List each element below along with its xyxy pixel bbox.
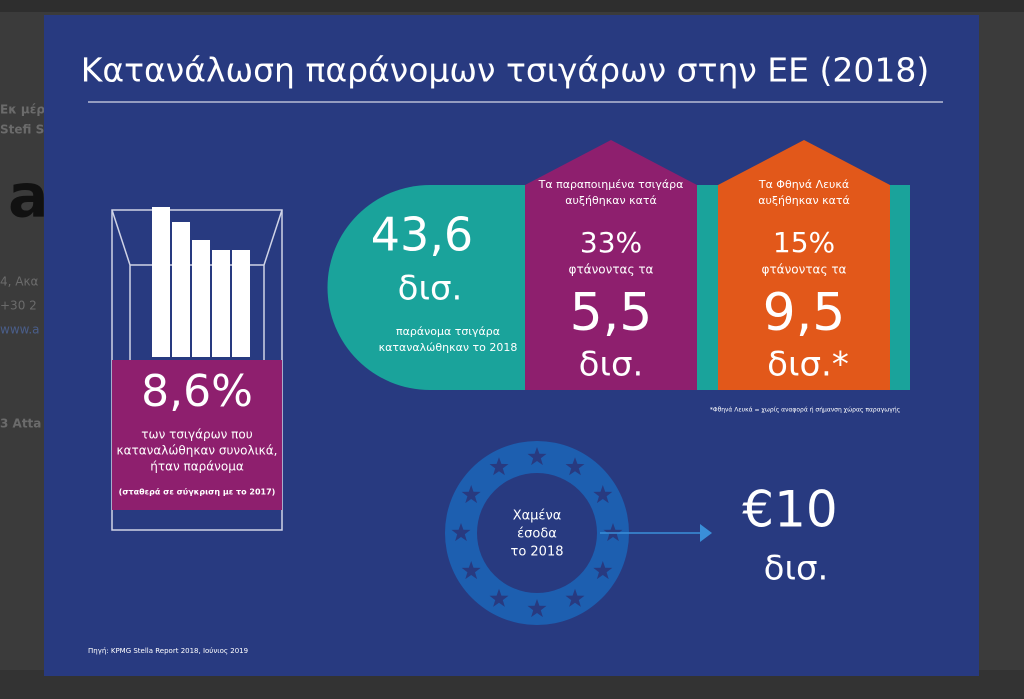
counterfeit-intro: αυξήθηκαν κατά: [565, 194, 656, 207]
eu-star: [527, 447, 547, 466]
top-bar: [0, 0, 1024, 12]
cheap-whites-unit: δισ.*: [767, 345, 849, 385]
counterfeit-unit: δισ.: [579, 345, 644, 385]
pack-text: των τσιγάρων που: [141, 428, 252, 442]
eu-star: [565, 457, 585, 476]
cheap-whites-house: [718, 140, 890, 390]
infographic: Κατανάλωση παράνομων τσιγάρων στην ΕΕ (2…: [44, 15, 979, 676]
counterfeit-value: 5,5: [570, 283, 653, 343]
eu-star: [461, 561, 481, 580]
total-unit: δισ.: [398, 269, 463, 309]
arrow-head: [700, 524, 712, 542]
pack-text: καταναλώθηκαν συνολικά,: [117, 444, 278, 458]
cheap-whites-value: 9,5: [763, 283, 846, 343]
eu-label: το 2018: [511, 545, 564, 560]
eu-star: [565, 588, 585, 607]
source: Πηγή: KPMG Stella Report 2018, Ιούνιος 2…: [88, 647, 248, 655]
total-value: 43,6: [371, 208, 473, 262]
cigarettes: [152, 207, 250, 357]
bg-link: www.a: [0, 323, 40, 337]
cheap-whites-pct: 15%: [773, 226, 835, 259]
counterfeit-reaching: φτάνοντας τα: [569, 263, 654, 277]
eu-star: [461, 485, 481, 504]
bg-text: Εκ μέρ: [0, 103, 45, 117]
counterfeit-house: [525, 140, 697, 390]
eu-center: [477, 473, 597, 593]
eu-star: [489, 588, 509, 607]
eu-star: [489, 457, 509, 476]
eu-unit: δισ.: [764, 549, 829, 589]
bg-logo: a: [8, 162, 49, 232]
eu-label: έσοδα: [517, 527, 557, 542]
eu-star: [451, 523, 471, 542]
pack-value: 8,6%: [141, 366, 253, 417]
eu-stars: [451, 447, 623, 618]
eu-label: Χαμένα: [513, 509, 562, 524]
footnote: *Φθηνά Λευκά = χωρίς αναφορά ή σήμανση χ…: [710, 407, 900, 414]
pack-label: [112, 360, 282, 510]
title: Κατανάλωση παράνομων τσιγάρων στην ΕΕ (2…: [81, 51, 929, 90]
eu-star: [593, 561, 613, 580]
eu-star: [527, 599, 547, 618]
bg-text: Stefi S: [0, 123, 44, 137]
eu-value: €10: [742, 481, 837, 539]
bg-text: 3 Atta: [0, 417, 41, 431]
cheap-whites-intro: αυξήθηκαν κατά: [758, 194, 849, 207]
bg-text: +30 2: [0, 299, 37, 313]
total-caption: καταναλώθηκαν το 2018: [379, 341, 518, 354]
pack-text: ήταν παράνομα: [150, 460, 244, 474]
cheap-whites-intro: Τα Φθηνά Λευκά: [758, 178, 849, 191]
cheap-whites-reaching: φτάνοντας τα: [762, 263, 847, 277]
pack-note: (σταθερά σε σύγκριση με το 2017): [119, 488, 276, 497]
eu-star: [593, 485, 613, 504]
total-caption: παράνομα τσιγάρα: [396, 325, 500, 338]
counterfeit-pct: 33%: [580, 226, 642, 259]
bg-text: 4, Ακα: [0, 275, 39, 289]
eu-star: [603, 523, 623, 542]
counterfeit-intro: Τα παραποιημένα τσιγάρα: [538, 178, 684, 191]
